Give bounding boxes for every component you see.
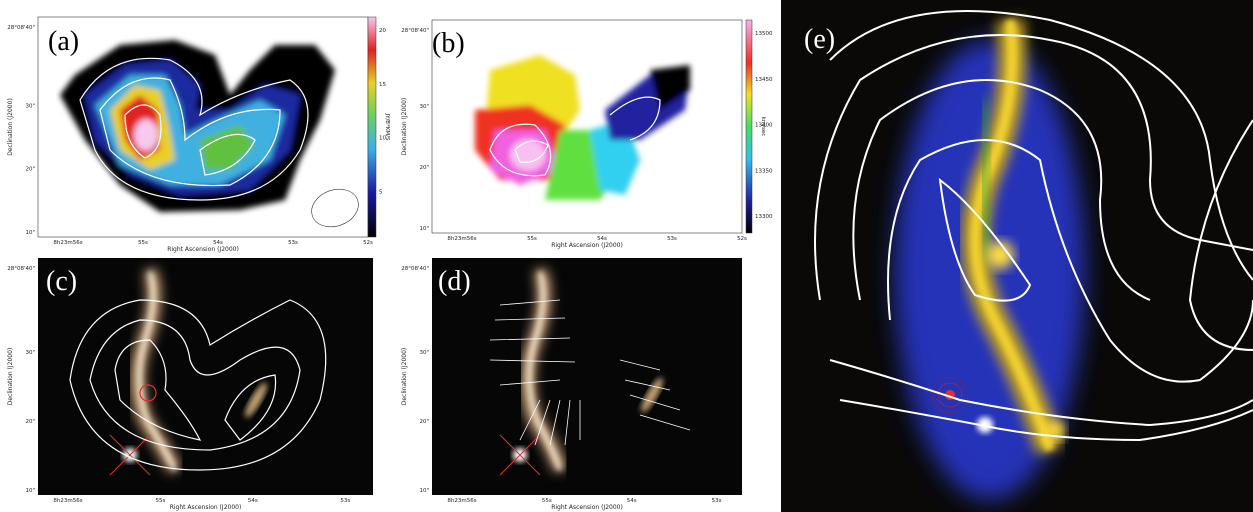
y-tick-label: 30": [25, 350, 35, 356]
y-tick-label: 10": [419, 488, 429, 494]
panel-a: [38, 17, 376, 237]
colorbar-tick-label: 15: [379, 82, 386, 88]
x-tick-label: 53s: [667, 236, 677, 242]
colorbar-tick-label: 13500: [755, 31, 773, 37]
x-tick-label: 53s: [712, 498, 722, 504]
x-tick-label: 55s: [542, 498, 552, 504]
y-axis-label: Declination (J2000): [401, 98, 408, 156]
y-tick-label: 30": [419, 104, 429, 110]
frame: [432, 258, 742, 495]
y-tick-label: 20": [25, 167, 35, 173]
x-tick-label: 54s: [597, 236, 607, 242]
x-axis-label: Right Ascension (J2000): [551, 242, 623, 249]
panel-label: (c): [46, 266, 77, 297]
x-tick-label: 54s: [248, 498, 258, 504]
panel-label: (d): [438, 266, 471, 297]
panel-label: (b): [432, 28, 465, 59]
x-axis-label: Right Ascension (J2000): [551, 504, 623, 511]
y-axis-label: Declination (J2000): [7, 348, 14, 406]
panel-label: (a): [48, 26, 79, 57]
y-tick-label: 30": [25, 103, 35, 109]
x-tick-label: 8h23m56s: [447, 236, 476, 242]
y-tick-label: 28°08'40": [401, 266, 429, 272]
panel-d: [432, 258, 742, 495]
x-tick-label: 55s: [527, 236, 537, 242]
y-axis-label: Declination (J2000): [401, 348, 408, 406]
y-axis-label: Declination (J2000): [7, 98, 14, 156]
x-axis-label: Right Ascension (J2000): [167, 246, 239, 253]
y-tick-label: 20": [25, 419, 35, 425]
y-tick-label: 10": [25, 488, 35, 494]
x-tick-label: 54s: [627, 498, 637, 504]
colorbar-tick-label: 5: [379, 190, 383, 196]
colorbar-tick-label: 20: [379, 28, 386, 34]
panel-e: [781, 0, 1253, 512]
x-tick-label: 53s: [340, 498, 350, 504]
colorbar-tick-label: 13350: [755, 168, 773, 174]
y-tick-label: 28°08'40": [7, 266, 35, 272]
x-tick-label: 55s: [155, 498, 165, 504]
y-tick-label: 10": [419, 226, 429, 232]
colorbar-tick-label: 13300: [755, 214, 773, 220]
x-tick-label: 52s: [737, 236, 747, 242]
y-tick-label: 10": [25, 230, 35, 236]
figure: (a) Right Ascension (J2000) Declination (J…: [0, 0, 1253, 512]
y-tick-label: 30": [419, 350, 429, 356]
x-tick-label: 8h23m56s: [447, 498, 476, 504]
x-axis-label: Right Ascension (J2000): [170, 504, 242, 511]
x-tick-label: 53s: [288, 240, 298, 246]
y-tick-label: 20": [419, 165, 429, 171]
colorbar-label: JY/B*KM/S: [384, 112, 390, 141]
x-tick-label: 8h23m56s: [53, 240, 82, 246]
x-tick-label: 8h23m56s: [53, 498, 82, 504]
x-tick-label: 55s: [138, 240, 148, 246]
colorbar-tick-label: 13450: [755, 77, 773, 83]
panel-label: (e): [804, 24, 835, 55]
y-tick-label: 20": [419, 419, 429, 425]
x-tick-label: 54s: [213, 240, 223, 246]
panel-b: [432, 20, 752, 233]
frame: [38, 258, 373, 495]
y-tick-label: 28°08'40": [401, 28, 429, 34]
colorbar-label: km/sec: [760, 117, 766, 137]
panel-c: [38, 258, 373, 495]
colorbar: [368, 17, 376, 237]
x-tick-label: 52s: [363, 240, 373, 246]
y-tick-label: 28°08'40": [7, 25, 35, 31]
colorbar: [746, 20, 752, 233]
